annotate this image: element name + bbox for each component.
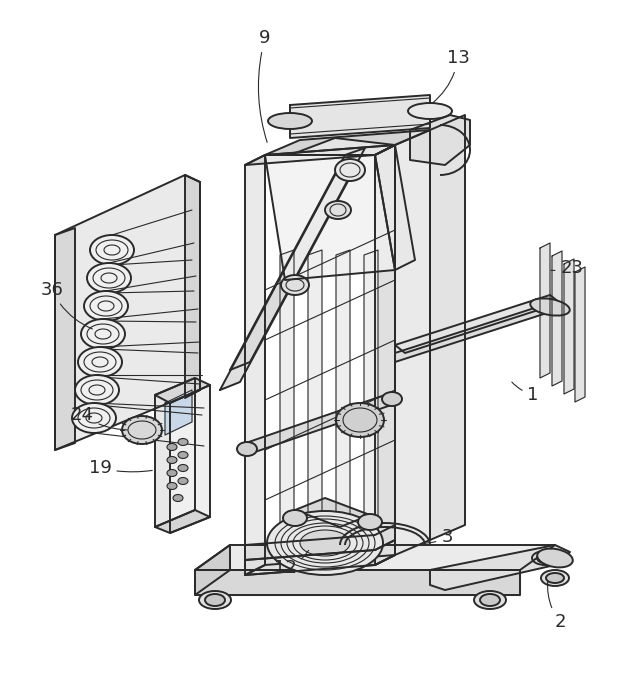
Polygon shape [395,130,430,555]
Polygon shape [336,250,350,560]
Ellipse shape [325,201,351,219]
Ellipse shape [167,469,177,477]
Polygon shape [430,115,465,540]
Ellipse shape [474,591,506,609]
Ellipse shape [530,298,570,315]
Text: 9: 9 [258,29,271,142]
Ellipse shape [75,375,119,405]
Ellipse shape [167,483,177,490]
Ellipse shape [335,159,365,181]
Polygon shape [364,250,378,560]
Ellipse shape [90,235,134,265]
Polygon shape [170,385,210,533]
Ellipse shape [541,570,569,586]
Ellipse shape [336,403,384,437]
Ellipse shape [178,439,188,445]
Polygon shape [564,259,574,394]
Text: 24: 24 [71,406,127,430]
Polygon shape [540,243,550,378]
Ellipse shape [537,549,573,567]
Polygon shape [245,145,395,165]
Ellipse shape [281,275,309,295]
Ellipse shape [408,103,452,119]
Ellipse shape [173,494,183,501]
Ellipse shape [178,464,188,471]
Ellipse shape [546,573,564,583]
Polygon shape [375,145,395,565]
Polygon shape [430,545,570,590]
Text: 23: 23 [551,259,583,277]
Ellipse shape [178,477,188,484]
Polygon shape [290,138,395,155]
Ellipse shape [300,530,350,556]
Text: 19: 19 [89,459,152,477]
Polygon shape [280,250,294,560]
Ellipse shape [199,591,231,609]
Polygon shape [552,251,562,386]
Polygon shape [195,545,230,595]
Polygon shape [308,250,322,560]
Polygon shape [245,540,395,575]
Polygon shape [55,228,75,450]
Ellipse shape [167,443,177,451]
Polygon shape [245,155,265,575]
Polygon shape [245,555,395,575]
Polygon shape [155,378,210,403]
Polygon shape [395,303,550,362]
Text: 12: 12 [273,550,308,577]
Ellipse shape [237,442,257,456]
Polygon shape [295,498,370,527]
Ellipse shape [205,594,225,606]
Ellipse shape [81,319,125,349]
Ellipse shape [178,452,188,458]
Polygon shape [195,545,555,570]
Ellipse shape [78,347,122,377]
Ellipse shape [87,263,131,293]
Polygon shape [220,168,355,390]
Polygon shape [155,510,210,533]
Polygon shape [375,145,415,270]
Polygon shape [165,390,192,435]
Polygon shape [395,295,560,353]
Polygon shape [230,148,365,370]
Ellipse shape [84,291,128,321]
Ellipse shape [283,510,307,526]
Text: 36: 36 [41,281,92,329]
Text: 13: 13 [432,49,469,104]
Ellipse shape [537,553,553,563]
Polygon shape [55,175,200,450]
Polygon shape [155,378,195,527]
Polygon shape [265,130,430,155]
Ellipse shape [382,392,402,406]
Polygon shape [265,155,395,280]
Polygon shape [290,95,430,138]
Polygon shape [185,175,200,398]
Ellipse shape [72,403,116,433]
Polygon shape [410,115,470,165]
Ellipse shape [167,456,177,464]
Polygon shape [240,395,400,452]
Ellipse shape [358,514,382,530]
Text: 2: 2 [547,581,566,631]
Ellipse shape [480,594,500,606]
Polygon shape [195,570,520,595]
Ellipse shape [267,511,383,575]
Polygon shape [575,267,585,402]
Text: 3: 3 [423,528,453,546]
Ellipse shape [122,416,162,444]
Ellipse shape [532,551,558,565]
Ellipse shape [268,113,312,129]
Polygon shape [245,525,395,560]
Text: 1: 1 [512,382,539,404]
